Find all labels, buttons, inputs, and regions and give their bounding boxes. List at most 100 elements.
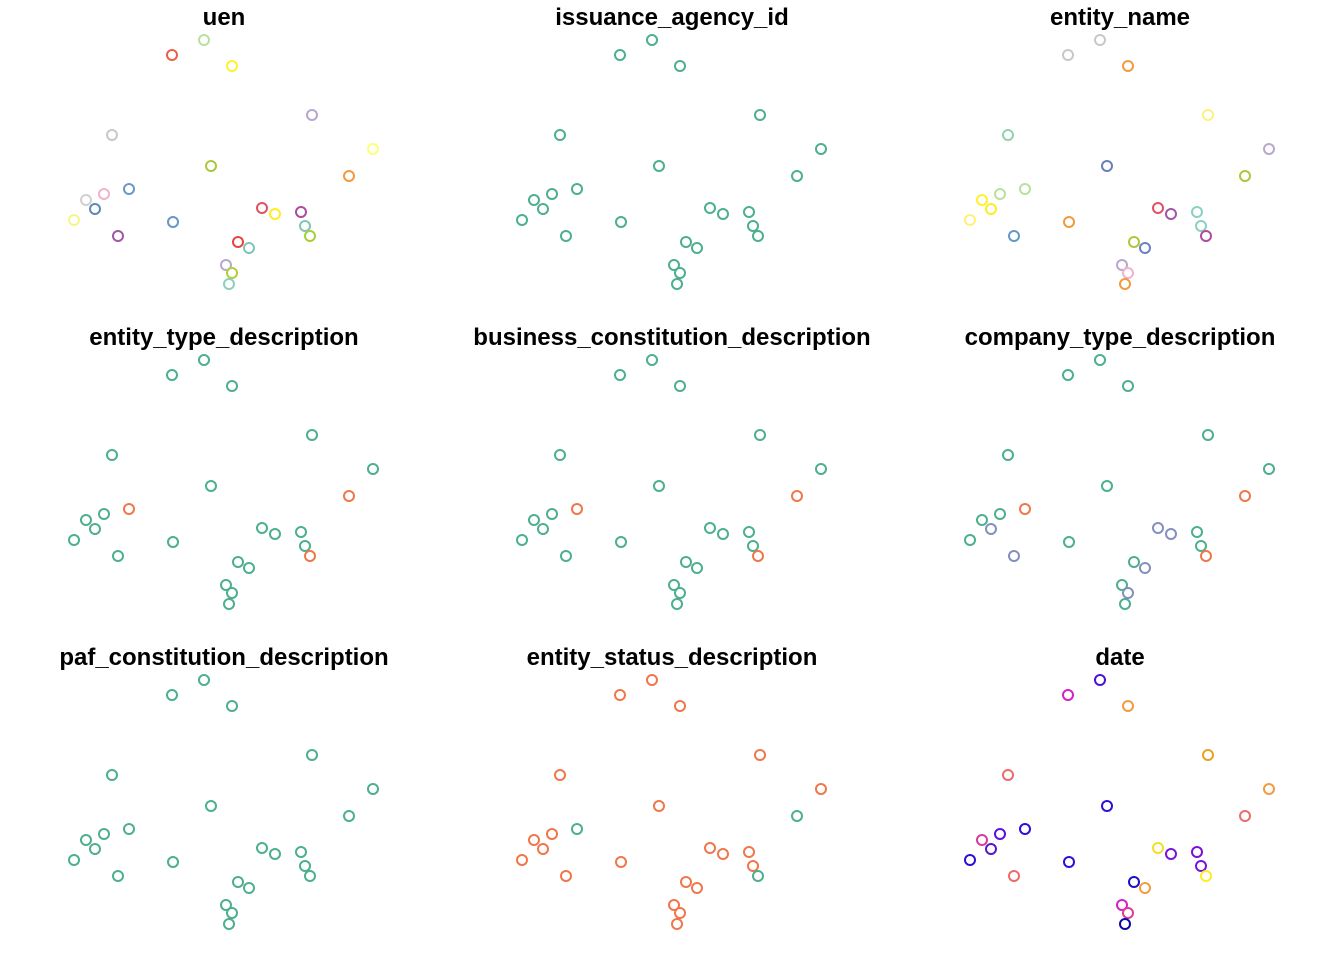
scatter-point	[223, 598, 235, 610]
scatter-point	[1128, 236, 1140, 248]
scatter-point	[653, 480, 665, 492]
scatter-point	[98, 188, 110, 200]
scatter-point	[167, 216, 179, 228]
scatter-point	[1122, 587, 1134, 599]
scatter-point	[1239, 490, 1251, 502]
scatter-point	[747, 860, 759, 872]
scatter-point	[89, 203, 101, 215]
scatter-point	[1202, 109, 1214, 121]
scatter-point	[306, 749, 318, 761]
panel-business-constitution-description: business_constitution_description	[473, 324, 871, 610]
scatter-point	[994, 188, 1006, 200]
scatter-point	[668, 899, 680, 911]
scatter-point	[1195, 860, 1207, 872]
scatter-point	[528, 514, 540, 526]
scatter-point	[123, 503, 135, 515]
scatter-point	[528, 834, 540, 846]
scatter-point	[754, 749, 766, 761]
scatter-point	[1063, 856, 1075, 868]
scatter-point	[1191, 846, 1203, 858]
scatter-point	[1101, 800, 1113, 812]
scatter-point	[646, 354, 658, 366]
scatter-point	[815, 783, 827, 795]
scatter-point	[554, 769, 566, 781]
scatter-point	[646, 34, 658, 46]
scatter-point	[615, 536, 627, 548]
scatter-point	[256, 842, 268, 854]
scatter-point	[243, 242, 255, 254]
scatter-point	[226, 700, 238, 712]
panel-title: entity_type_description	[89, 324, 358, 351]
scatter-point	[571, 503, 583, 515]
scatter-point	[614, 369, 626, 381]
scatter-point	[537, 523, 549, 535]
scatter-point	[106, 769, 118, 781]
scatter-point	[1200, 230, 1212, 242]
scatter-point	[754, 109, 766, 121]
scatter-point	[1019, 503, 1031, 515]
scatter-point	[674, 380, 686, 392]
scatter-point	[343, 490, 355, 502]
scatter-point	[232, 236, 244, 248]
scatter-point	[1116, 579, 1128, 591]
scatter-point	[691, 882, 703, 894]
scatter-point	[1062, 689, 1074, 701]
scatter-point	[668, 579, 680, 591]
scatter-point	[671, 598, 683, 610]
scatter-point	[367, 143, 379, 155]
scatter-point	[306, 109, 318, 121]
scatter-point	[226, 380, 238, 392]
scatter-point	[1119, 598, 1131, 610]
scatter-point	[80, 514, 92, 526]
scatter-point	[653, 800, 665, 812]
scatter-point	[546, 188, 558, 200]
scatter-point	[106, 449, 118, 461]
scatter-point	[226, 60, 238, 72]
scatter-point	[743, 526, 755, 538]
panel-title: issuance_agency_id	[555, 4, 788, 31]
scatter-point	[205, 800, 217, 812]
scatter-point	[791, 490, 803, 502]
scatter-point	[1202, 429, 1214, 441]
scatter-point	[1116, 259, 1128, 271]
scatter-point	[1191, 526, 1203, 538]
scatter-point	[546, 828, 558, 840]
scatter-point	[1165, 848, 1177, 860]
panel-title: company_type_description	[965, 324, 1276, 351]
panel-entity-status-description: entity_status_description	[516, 644, 827, 930]
scatter-point	[680, 556, 692, 568]
scatter-point	[112, 230, 124, 242]
scatter-point	[89, 843, 101, 855]
scatter-point	[674, 60, 686, 72]
panel-paf-constitution-description: paf_constitution_description	[59, 644, 389, 930]
scatter-point	[299, 540, 311, 552]
scatter-point	[68, 854, 80, 866]
scatter-point	[112, 870, 124, 882]
scatter-point	[985, 843, 997, 855]
scatter-point	[1094, 354, 1106, 366]
scatter-point	[976, 194, 988, 206]
scatter-point	[226, 587, 238, 599]
scatter-point	[98, 508, 110, 520]
scatter-point	[166, 49, 178, 61]
scatter-point	[754, 429, 766, 441]
scatter-point	[571, 823, 583, 835]
scatter-point	[528, 194, 540, 206]
scatter-point	[1139, 882, 1151, 894]
scatter-point	[1128, 556, 1140, 568]
scatter-point	[295, 206, 307, 218]
panel-issuance-agency-id: issuance_agency_id	[516, 4, 827, 290]
scatter-point	[1263, 143, 1275, 155]
panel-title: entity_status_description	[527, 644, 818, 671]
scatter-point	[1152, 522, 1164, 534]
scatter-point	[304, 230, 316, 242]
panel-title: entity_name	[1050, 4, 1190, 31]
scatter-point	[1239, 170, 1251, 182]
scatter-point	[1063, 216, 1075, 228]
scatter-point	[717, 528, 729, 540]
scatter-point	[747, 220, 759, 232]
scatter-point	[674, 587, 686, 599]
scatter-point	[223, 278, 235, 290]
scatter-point	[1263, 783, 1275, 795]
scatter-point	[1122, 907, 1134, 919]
